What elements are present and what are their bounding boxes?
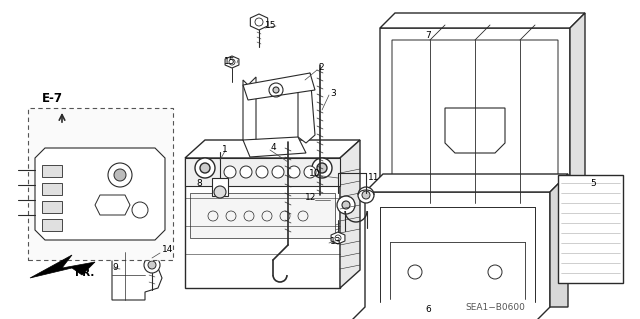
Text: 13: 13 (330, 238, 342, 247)
Polygon shape (365, 174, 568, 192)
Circle shape (132, 202, 148, 218)
Text: 8: 8 (196, 180, 202, 189)
Circle shape (200, 163, 210, 173)
Polygon shape (243, 137, 306, 157)
Polygon shape (445, 108, 505, 153)
Bar (185, 158, 340, 288)
Bar (42, 201, 62, 213)
Polygon shape (380, 13, 585, 28)
Text: E-7: E-7 (42, 92, 63, 105)
Circle shape (304, 166, 316, 178)
Polygon shape (30, 255, 95, 278)
Circle shape (148, 261, 156, 269)
Circle shape (114, 169, 126, 181)
Polygon shape (225, 56, 239, 68)
Circle shape (240, 166, 252, 178)
Polygon shape (365, 28, 570, 218)
Circle shape (362, 191, 370, 199)
Text: 9: 9 (112, 263, 118, 272)
Polygon shape (558, 175, 623, 283)
Bar (42, 165, 62, 177)
Polygon shape (112, 252, 162, 300)
Polygon shape (298, 73, 315, 143)
Text: 7: 7 (425, 31, 431, 40)
Circle shape (108, 163, 132, 187)
Circle shape (317, 163, 327, 173)
Polygon shape (550, 174, 568, 307)
Circle shape (337, 196, 355, 214)
Bar (28, 108, 173, 260)
Circle shape (273, 87, 279, 93)
Text: SEA1−B0600: SEA1−B0600 (465, 303, 525, 313)
Polygon shape (243, 77, 256, 145)
Text: 12: 12 (305, 194, 316, 203)
Text: 1: 1 (222, 145, 228, 154)
Text: 3: 3 (330, 88, 336, 98)
Polygon shape (243, 73, 315, 100)
Circle shape (195, 158, 215, 178)
Text: 4: 4 (271, 144, 276, 152)
Bar (185, 158, 340, 186)
Bar (190, 193, 335, 238)
Circle shape (224, 166, 236, 178)
Circle shape (312, 158, 332, 178)
Text: FR.: FR. (75, 268, 94, 278)
Text: 14: 14 (162, 246, 173, 255)
Circle shape (358, 187, 374, 203)
Text: 5: 5 (590, 179, 596, 188)
Bar (42, 183, 62, 195)
Polygon shape (331, 232, 345, 244)
Text: 15: 15 (265, 20, 276, 29)
Circle shape (288, 166, 300, 178)
Circle shape (144, 257, 160, 273)
Polygon shape (95, 195, 130, 215)
Bar (42, 219, 62, 231)
Circle shape (272, 166, 284, 178)
Polygon shape (250, 14, 268, 30)
Circle shape (342, 201, 350, 209)
Polygon shape (35, 148, 165, 240)
Circle shape (214, 186, 226, 198)
Polygon shape (340, 140, 360, 288)
Text: 6: 6 (425, 306, 431, 315)
Circle shape (256, 166, 268, 178)
Text: 15: 15 (223, 57, 235, 66)
Bar (212, 178, 228, 196)
Text: 11: 11 (368, 174, 380, 182)
Polygon shape (570, 13, 585, 203)
Polygon shape (347, 192, 550, 319)
Text: 2: 2 (318, 63, 324, 72)
Polygon shape (185, 140, 360, 158)
Text: 10: 10 (308, 168, 320, 177)
